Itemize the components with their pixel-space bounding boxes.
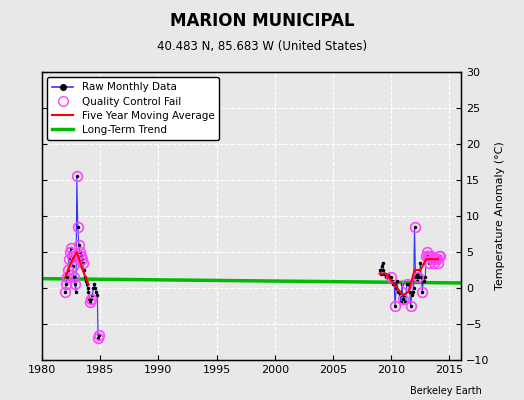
Text: 40.483 N, 85.683 W (United States): 40.483 N, 85.683 W (United States) [157, 40, 367, 53]
Legend: Raw Monthly Data, Quality Control Fail, Five Year Moving Average, Long-Term Tren: Raw Monthly Data, Quality Control Fail, … [47, 77, 220, 140]
Text: Berkeley Earth: Berkeley Earth [410, 386, 482, 396]
Y-axis label: Temperature Anomaly (°C): Temperature Anomaly (°C) [495, 142, 505, 290]
Text: MARION MUNICIPAL: MARION MUNICIPAL [170, 12, 354, 30]
